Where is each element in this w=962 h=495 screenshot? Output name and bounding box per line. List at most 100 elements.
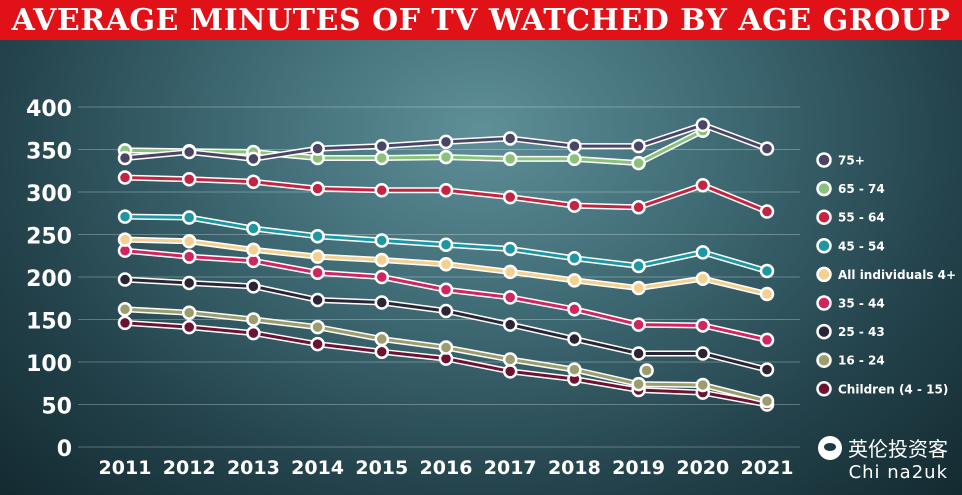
x-tick-label: 2021	[741, 457, 794, 479]
data-point	[759, 393, 775, 409]
data-point	[181, 172, 197, 187]
data-point	[117, 232, 133, 247]
data-point	[567, 362, 582, 377]
data-point	[695, 271, 711, 286]
data-point	[438, 282, 454, 297]
legend-label: Children (4 - 15)	[838, 382, 948, 396]
data-point	[310, 249, 325, 264]
series-line	[124, 129, 704, 165]
data-point	[310, 228, 325, 244]
data-point	[181, 249, 197, 264]
data-point	[181, 275, 197, 291]
watermark-text: 英伦投资客	[848, 437, 948, 461]
data-point	[310, 181, 325, 196]
legend-marker	[816, 152, 832, 168]
data-point	[374, 269, 390, 285]
chart-title: AVERAGE MINUTES OF TV WATCHED BY AGE GRO…	[11, 2, 951, 38]
data-point	[374, 295, 390, 310]
x-axis-ticks: 2011 2012 2013 2014 2015 2016 2017 2018 2019 2020…	[99, 457, 794, 479]
legend-marker	[816, 209, 832, 225]
data-point	[181, 210, 197, 225]
data-point	[567, 331, 582, 347]
wechat-icon	[818, 435, 842, 460]
data-point	[502, 189, 518, 205]
data-point	[567, 251, 582, 266]
y-tick-label: 50	[41, 395, 72, 420]
x-tick-label: 2015	[355, 457, 408, 479]
data-point	[502, 264, 518, 280]
data-point	[246, 325, 261, 341]
data-point	[374, 344, 390, 360]
data-point	[502, 151, 518, 167]
x-tick-label: 2020	[676, 457, 729, 479]
legend-marker	[816, 295, 832, 311]
data-point	[374, 138, 390, 154]
y-tick-label: 200	[26, 267, 72, 292]
legend-label: 35 - 44	[838, 297, 885, 311]
data-point	[246, 279, 261, 294]
data-point	[567, 273, 582, 288]
data-point	[759, 204, 775, 219]
data-point	[438, 183, 454, 198]
legend-label: 55 - 64	[838, 211, 885, 225]
data-point	[181, 144, 197, 160]
legend-label: 65 - 74	[838, 182, 885, 196]
data-point	[181, 305, 197, 320]
legend-label: 25 - 43	[838, 325, 885, 339]
x-tick-label: 2012	[163, 457, 216, 479]
data-point	[695, 245, 711, 260]
legend-marker	[816, 323, 832, 340]
data-point	[374, 252, 390, 268]
series-45-54	[117, 209, 775, 279]
data-point	[631, 346, 646, 361]
legend-label: 75+	[838, 154, 865, 168]
data-point	[631, 376, 646, 392]
y-tick-label: 150	[26, 310, 72, 335]
data-point	[567, 151, 582, 167]
y-tick-label: 0	[57, 437, 72, 462]
data-point	[117, 150, 133, 166]
data-point	[502, 241, 518, 257]
data-point	[759, 332, 775, 348]
data-point	[631, 280, 646, 296]
data-point	[310, 336, 325, 352]
y-tick-label: 300	[26, 182, 72, 207]
x-tick-label: 2011	[99, 457, 152, 479]
data-point	[181, 234, 197, 249]
legend-marker	[816, 266, 832, 283]
x-tick-label: 2014	[291, 457, 344, 479]
data-point	[631, 200, 646, 215]
data-point	[438, 257, 454, 272]
data-point	[695, 177, 711, 193]
data-point	[631, 155, 646, 171]
y-axis-ticks: 0 50 100 150 200 250 300 350 400	[26, 97, 72, 462]
data-point	[374, 183, 390, 198]
data-point	[695, 318, 711, 333]
data-point	[759, 141, 775, 156]
legend-marker	[816, 180, 832, 197]
legend-marker	[816, 238, 832, 254]
data-point	[502, 352, 518, 367]
series-lines	[117, 117, 775, 412]
data-point	[310, 141, 325, 156]
data-point	[567, 138, 582, 154]
y-tick-label: 250	[26, 225, 72, 250]
series-35-44	[117, 243, 775, 348]
data-point	[246, 221, 261, 236]
title-bar: AVERAGE MINUTES OF TV WATCHED BY AGE GRO…	[0, 0, 962, 40]
data-point	[438, 340, 454, 355]
legend-label: 45 - 54	[838, 239, 885, 253]
legend-marker	[816, 381, 832, 397]
data-point	[631, 138, 646, 154]
data-point	[117, 209, 133, 224]
series-55-64	[117, 170, 775, 219]
data-point	[631, 258, 646, 274]
data-point	[695, 346, 711, 361]
data-point	[502, 317, 518, 332]
y-tick-label: 400	[26, 97, 72, 122]
annotation-point	[639, 363, 654, 378]
legend-marker	[816, 352, 832, 368]
data-point	[502, 290, 518, 305]
legend-label: All individuals 4+	[838, 268, 956, 282]
